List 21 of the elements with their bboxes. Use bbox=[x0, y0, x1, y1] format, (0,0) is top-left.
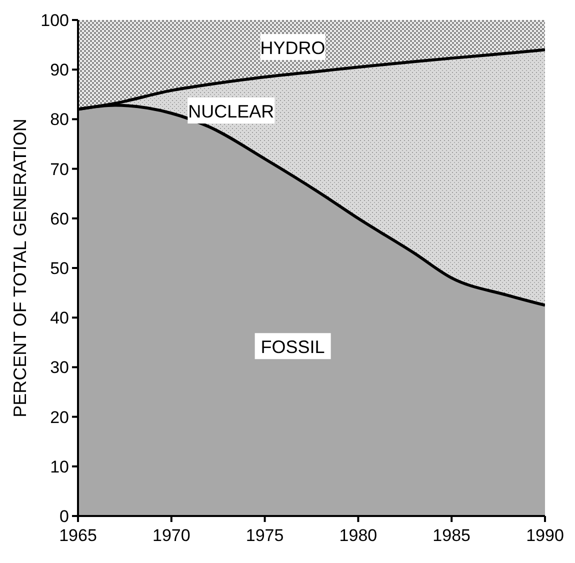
x-tick-label: 1985 bbox=[432, 526, 471, 545]
x-tick-label: 1980 bbox=[339, 526, 378, 545]
x-tick-label: 1975 bbox=[246, 526, 284, 545]
y-axis-title: PERCENT OF TOTAL GENERATION bbox=[10, 118, 30, 418]
y-tick-label: 100 bbox=[40, 11, 69, 30]
y-tick-label: 80 bbox=[50, 110, 69, 130]
y-tick-label: 50 bbox=[50, 259, 69, 278]
series-label: NUCLEAR bbox=[188, 102, 274, 122]
y-tick-label: 0 bbox=[60, 507, 69, 526]
y-tick-label: 60 bbox=[50, 209, 69, 228]
y-tick-label: 90 bbox=[50, 60, 69, 80]
x-tick-label: 1990 bbox=[526, 526, 564, 545]
y-tick-label: 40 bbox=[50, 308, 69, 328]
y-tick-label: 70 bbox=[50, 160, 69, 179]
x-tick-label: 1970 bbox=[152, 526, 190, 545]
y-tick-label: 10 bbox=[50, 457, 69, 476]
x-tick-label: 1965 bbox=[59, 526, 97, 545]
series-label: HYDRO bbox=[260, 38, 326, 58]
series-label: FOSSIL bbox=[260, 337, 325, 358]
y-tick-label: 30 bbox=[50, 358, 69, 378]
y-tick-label: 20 bbox=[50, 408, 69, 427]
